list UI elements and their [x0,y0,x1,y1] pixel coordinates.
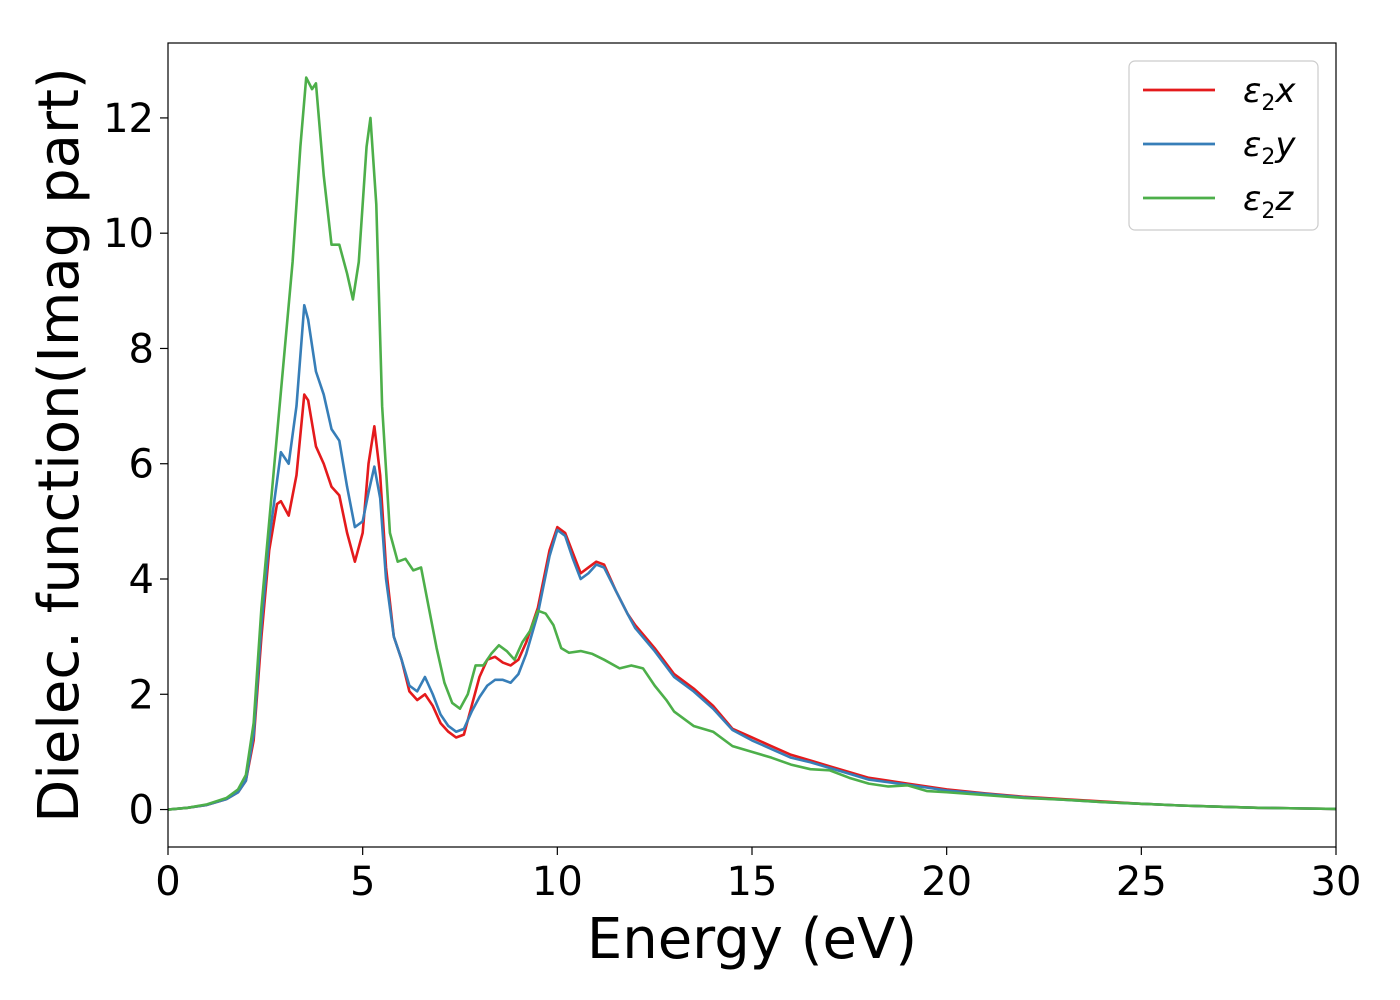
x-tick-label: 20 [921,859,972,905]
legend-label-z: ε2z [1243,179,1294,224]
series-line-z [168,76,1336,811]
legend-label-subscript: 2 [1261,199,1275,224]
y-tick-label: 10 [103,211,154,257]
y-tick-label: 4 [129,557,154,603]
series-lines [168,76,1336,811]
legend-label-base: ε [1243,179,1261,219]
x-tick-label: 25 [1116,859,1167,905]
x-tick-label: 10 [532,859,583,905]
x-tick-label: 5 [350,859,375,905]
y-tick-label: 6 [129,442,154,488]
legend-label-base: ε [1243,125,1261,165]
series-line-y [168,303,1336,811]
x-tick-label: 15 [727,859,778,905]
legend-label-subscript: 2 [1261,91,1275,116]
legend-label-suffix: z [1274,179,1294,219]
y-tick-label: 12 [103,96,154,142]
series-line-x [168,393,1336,811]
y-tick-label: 8 [129,326,154,372]
legend-label-x: ε2x [1243,71,1296,116]
y-axis-label: Dielec. function(Imag part) [27,67,92,823]
x-tick-label: 0 [155,859,180,905]
legend-box [1128,60,1319,231]
legend-label-base: ε [1243,71,1261,111]
axis-ticks: 0 5 10 15 20 25 30 0 2 4 6 8 10 12 [103,96,1361,905]
legend-label-subscript: 2 [1261,145,1275,170]
y-tick-label: 0 [129,788,154,834]
x-tick-label: 30 [1311,859,1362,905]
legend-label-suffix: x [1274,71,1296,111]
x-axis-label: Energy (eV) [587,907,917,972]
y-tick-label: 2 [129,672,154,718]
legend-label-y: ε2y [1243,125,1296,170]
plot-frame [167,42,1337,848]
legend-label-suffix: y [1274,125,1296,165]
